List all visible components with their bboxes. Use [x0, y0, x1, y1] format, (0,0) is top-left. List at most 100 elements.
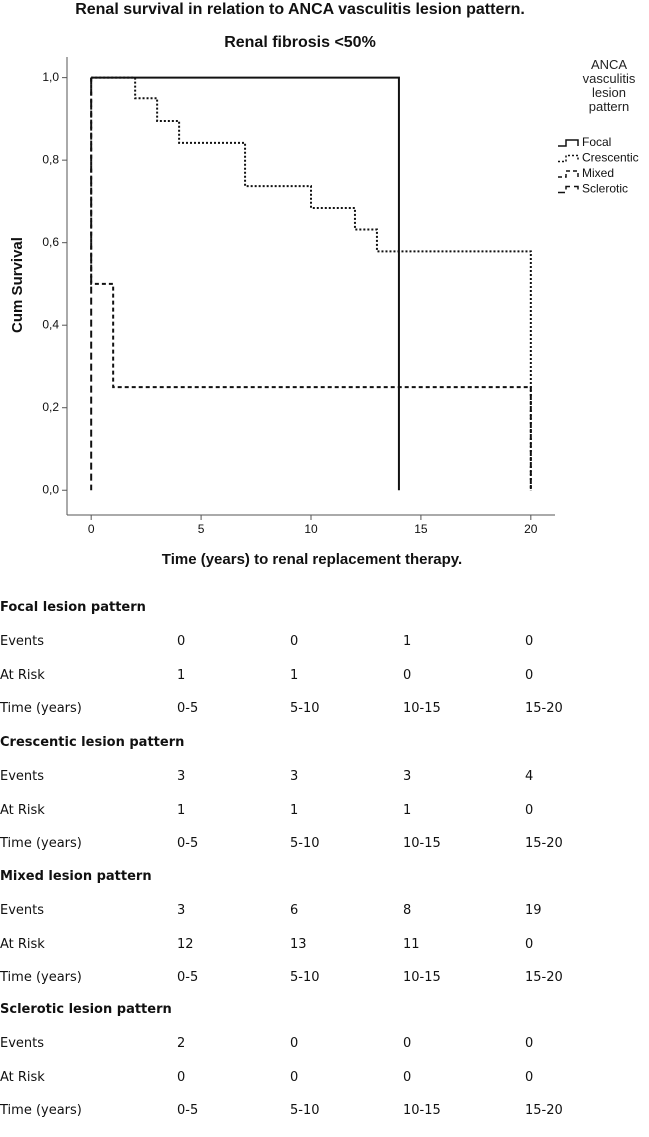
legend-swatch [558, 139, 579, 147]
cell: 0 [525, 936, 534, 952]
row-label: Events [0, 1036, 45, 1051]
cell: 11 [403, 936, 420, 952]
y-tick-label: 1,0 [42, 70, 59, 84]
table-row: At Risk 0 0 0 0 [0, 1070, 649, 1104]
legend-label: Focal [582, 135, 611, 149]
row-label: Events [0, 634, 45, 649]
cell: 1 [403, 634, 412, 649]
cell: 10-15 [403, 1103, 441, 1118]
table-section: Mixed lesion pattern Events 3 6 8 19 At Risk 12… [0, 869, 649, 1004]
legend-label: Sclerotic [582, 182, 628, 196]
cell: 13 [290, 936, 307, 952]
cell: 1 [177, 802, 186, 818]
cell: 5-10 [290, 1103, 320, 1118]
row-label: Events [0, 903, 45, 918]
cell: 3 [177, 903, 186, 918]
cell: 0 [403, 1069, 412, 1085]
cell: 3 [290, 769, 299, 784]
cell: 0 [403, 1036, 412, 1051]
table-row: Time (years) 0-5 5-10 10-15 15-20 [0, 970, 649, 1004]
y-tick-label: 0,8 [42, 152, 59, 166]
cell: 2 [177, 1036, 186, 1051]
table-row: At Risk 1 1 0 0 [0, 668, 649, 702]
table-row: Time (years) 0-5 5-10 10-15 15-20 [0, 701, 649, 735]
cell: 6 [290, 903, 299, 918]
row-label: Time (years) [0, 836, 82, 851]
cell: 0-5 [177, 970, 199, 985]
table-row: Events 2 0 0 0 [0, 1036, 649, 1070]
chart: Renal survival in relation to ANCA vascu… [9, 1, 639, 568]
cell: 0 [525, 1036, 534, 1051]
cell: 10-15 [403, 836, 441, 851]
y-tick-label: 0,4 [42, 317, 59, 331]
cell: 1 [290, 667, 299, 683]
row-label: Time (years) [0, 1103, 82, 1118]
cell: 0 [525, 634, 534, 649]
row-label: At Risk [0, 667, 45, 683]
cell: 5-10 [290, 701, 320, 716]
chart-title: Renal survival in relation to ANCA vascu… [75, 1, 525, 18]
legend-title: ANCA vasculitis lesion pattern [582, 57, 636, 114]
cell: 4 [525, 769, 534, 784]
cell: 0-5 [177, 701, 199, 716]
table-row: Time (years) 0-5 5-10 10-15 15-20 [0, 1103, 649, 1137]
cell: 0-5 [177, 1103, 199, 1118]
cell: 1 [403, 802, 412, 818]
legend-label: Mixed [582, 166, 614, 180]
cell: 15-20 [525, 970, 563, 985]
row-label: At Risk [0, 1069, 45, 1085]
legend-swatch [558, 170, 579, 178]
y-tick-label: 0,2 [42, 400, 59, 414]
table-section: Crescentic lesion pattern Events 3 3 3 4 At Ri… [0, 735, 649, 870]
survival-curve [90, 77, 532, 491]
cell: 1 [290, 802, 299, 818]
table-row: Events 0 0 1 0 [0, 634, 649, 668]
legend-swatch [558, 185, 579, 194]
cell: 12 [177, 936, 194, 952]
legend-swatch [558, 154, 579, 163]
x-axis-title: Time (years) to renal replacement therap… [162, 551, 462, 568]
y-tick-label: 0,6 [42, 235, 59, 249]
survival-curve [91, 76, 532, 491]
y-tick-label: 0,0 [42, 482, 59, 496]
x-tick-label: 5 [198, 522, 205, 536]
row-label: At Risk [0, 936, 45, 952]
table-row: Events 3 6 8 19 [0, 903, 649, 937]
x-tick-label: 20 [524, 522, 538, 536]
cell: 3 [177, 769, 186, 784]
cell: 15-20 [525, 1103, 563, 1118]
row-label: At Risk [0, 802, 45, 818]
cell: 0 [290, 634, 299, 649]
cell: 0 [525, 1069, 534, 1085]
chart-subtitle: Renal fibrosis <50% [224, 34, 376, 51]
cell: 10-15 [403, 970, 441, 985]
row-label: Events [0, 769, 45, 784]
row-label: Time (years) [0, 701, 82, 716]
section-title: Mixed lesion pattern [0, 869, 152, 884]
y-axis-title: Cum Survival [9, 237, 26, 333]
cell: 3 [403, 769, 412, 784]
cell: 0 [290, 1069, 299, 1085]
cell: 0 [290, 1036, 299, 1051]
table-row: At Risk 1 1 1 0 [0, 803, 649, 837]
cell: 15-20 [525, 836, 563, 851]
section-title: Sclerotic lesion pattern [0, 1002, 172, 1017]
table-row: Time (years) 0-5 5-10 10-15 15-20 [0, 836, 649, 870]
cell: 0 [177, 1069, 186, 1085]
cell: 5-10 [290, 836, 320, 851]
row-label: Time (years) [0, 970, 82, 985]
table-section: Focal lesion pattern Events 0 0 1 0 At Risk 1 1 0… [0, 600, 649, 735]
cell: 8 [403, 903, 412, 918]
cell: 0 [177, 634, 186, 649]
cell: 10-15 [403, 701, 441, 716]
table-row: At Risk 12 13 11 0 [0, 937, 649, 971]
cell: 1 [177, 667, 186, 683]
cell: 0 [403, 667, 412, 683]
cell: 5-10 [290, 970, 320, 985]
cell: 19 [525, 903, 542, 918]
section-title: Focal lesion pattern [0, 600, 146, 615]
cell: 0 [525, 667, 534, 683]
table-section: Sclerotic lesion pattern Events 2 0 0 0 At Ris… [0, 1002, 649, 1137]
cell: 0 [525, 802, 534, 818]
